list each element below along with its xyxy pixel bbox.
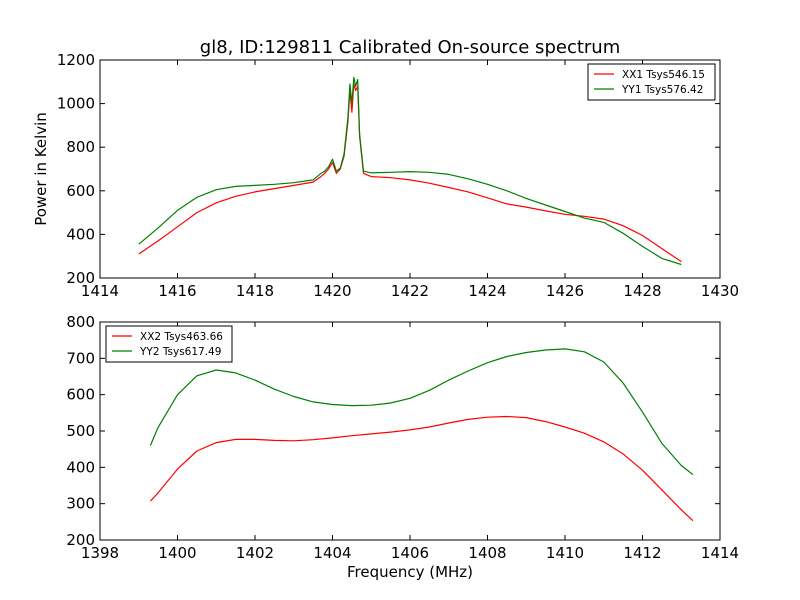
x-tick-label: 1410 (546, 544, 584, 562)
x-tick-label: 1406 (391, 544, 429, 562)
y-tick-label: 800 (66, 313, 95, 331)
legend-box (587, 63, 716, 101)
x-axis-label: Frequency (MHz) (347, 563, 473, 581)
series-line-2 (149, 348, 694, 476)
x-tick-label: 1404 (313, 544, 351, 562)
legend-label: YY2 Tsys617.49 (139, 346, 221, 358)
x-tick-label: 1428 (623, 282, 661, 300)
y-tick-label: 200 (66, 269, 95, 287)
x-tick-label: 1414 (701, 544, 739, 562)
y-tick-label: 400 (66, 225, 95, 243)
x-tick-label: 1416 (158, 282, 196, 300)
x-tick-label: 1424 (468, 282, 506, 300)
y-tick-label: 600 (66, 182, 95, 200)
series-group (138, 76, 682, 266)
legend: XX2 Tsys463.66 YY2 Tsys617.49 (105, 325, 233, 363)
y-tick-label: 700 (66, 349, 95, 367)
x-tick-label: 1402 (236, 544, 274, 562)
legend: XX1 Tsys546.15 YY1 Tsys576.42 (587, 63, 716, 101)
top-spectrum-panel: 1414 1416 1418 1420 1422 1424 1426 1428 1430 200 4… (32, 51, 739, 300)
y-axis-label: Power in Kelvin (32, 112, 50, 226)
bottom-spectrum-panel: 1398 1400 1402 1404 1406 1408 1410 1412 1414 200 3… (66, 313, 739, 581)
y-tick-label: 400 (66, 458, 95, 476)
x-tick-label: 1426 (546, 282, 584, 300)
x-tick-label: 1418 (236, 282, 274, 300)
series-group (149, 348, 694, 522)
x-tick-label: 1398 (81, 544, 119, 562)
y-tick-label: 500 (66, 422, 95, 440)
x-tick-label: 1422 (391, 282, 429, 300)
x-tick-label: 1414 (81, 282, 119, 300)
x-tick-label: 1420 (313, 282, 351, 300)
legend-label: YY1 Tsys576.42 (621, 84, 703, 96)
y-tick-label: 300 (66, 495, 95, 513)
series-line-1 (138, 83, 682, 263)
x-tick-label: 1412 (623, 544, 661, 562)
y-tick-label: 200 (66, 531, 95, 549)
chart-title: gl8, ID:129811 Calibrated On-source spec… (200, 37, 620, 58)
y-tick-label: 800 (66, 138, 95, 156)
legend-label: XX2 Tsys463.66 (140, 331, 223, 343)
series-line-1 (149, 415, 694, 522)
x-tick-label: 1408 (468, 544, 506, 562)
x-tick-label: 1400 (158, 544, 196, 562)
y-tick-label: 1200 (57, 51, 95, 69)
x-tick-label: 1430 (701, 282, 739, 300)
y-tick-label: 1000 (57, 95, 95, 113)
legend-label: XX1 Tsys546.15 (622, 69, 705, 81)
series-line-2 (138, 76, 682, 266)
y-tick-label: 600 (66, 386, 95, 404)
legend-box (105, 325, 233, 363)
